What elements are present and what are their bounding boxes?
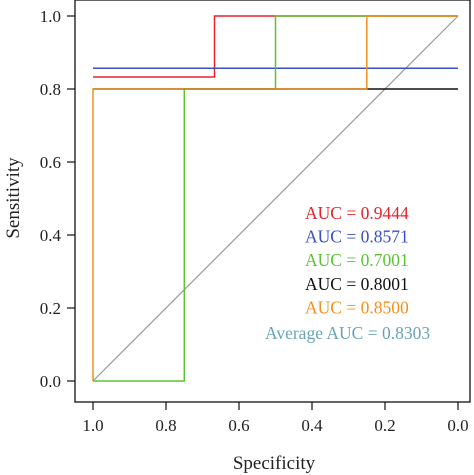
auc-legend: AUC = 0.9444 AUC = 0.8571 AUC = 0.7001 AUC … [265,203,430,343]
legend-entry-4: AUC = 0.8001 [305,274,409,294]
x-tick-label: 0.2 [374,416,395,435]
axes-layer: 1.0 0.8 0.6 0.4 0.2 0.0 0.0 0.2 0.4 0.6 0.8 1.0 [40,7,469,435]
x-tick-label: 0.0 [447,416,468,435]
y-axis-title: Sensitivity [3,157,24,239]
plot-frame [74,0,471,403]
y-tick-label: 1.0 [40,7,61,26]
legend-entry-3: AUC = 0.7001 [305,250,409,270]
x-tick-label: 0.6 [228,416,249,435]
roc-curve-5 [92,15,458,381]
x-tick-label: 1.0 [82,416,103,435]
x-tick-label: 0.4 [301,416,323,435]
legend-entry-1: AUC = 0.9444 [305,203,409,223]
y-tick-label: 0.4 [40,226,62,245]
roc-curves-layer [92,15,458,382]
y-tick-label: 0.6 [40,153,61,172]
y-tick-label: 0.2 [40,299,61,318]
y-tick-label: 0.0 [40,372,61,391]
reference-diagonal-layer [92,15,459,382]
x-axis-title: Specificity [233,453,316,474]
legend-average-auc: Average AUC = 0.8303 [265,323,430,343]
reference-diagonal-line [92,15,459,382]
x-tick-label: 0.8 [155,416,176,435]
legend-entry-5: AUC = 0.8500 [305,297,409,317]
legend-entry-2: AUC = 0.8571 [305,227,409,247]
y-tick-label: 0.8 [40,80,61,99]
